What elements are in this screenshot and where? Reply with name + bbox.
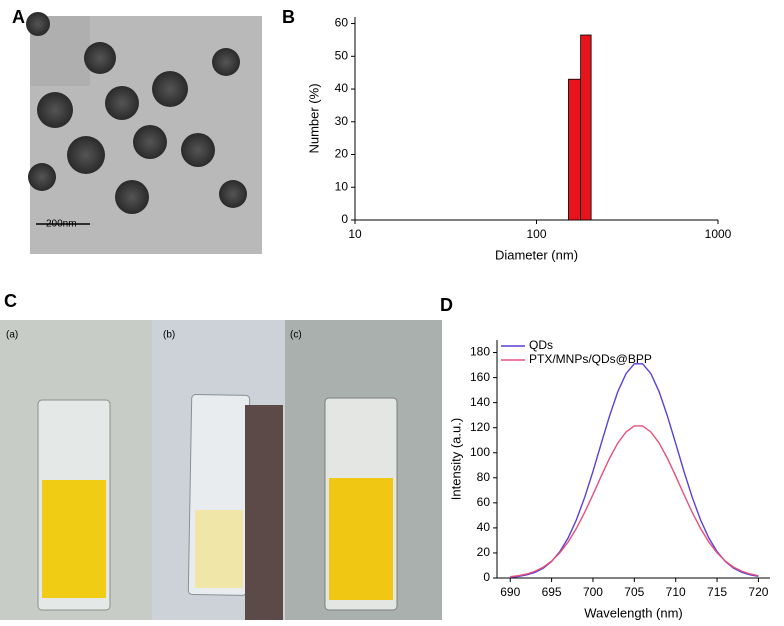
x-tick-label: 100 <box>526 227 546 241</box>
panel-label: D <box>440 295 453 315</box>
x-tick-label: 710 <box>666 585 686 599</box>
cuvette-photos: (a) (b) (c) <box>0 320 442 620</box>
scale-bar-label: 200nm <box>46 219 77 230</box>
y-tick-label: 140 <box>470 395 490 409</box>
panel-label: B <box>282 7 295 27</box>
x-axis-label: Wavelength (nm) <box>584 605 683 620</box>
y-tick-label: 20 <box>477 545 491 559</box>
y-tick-label: 60 <box>335 16 349 30</box>
x-tick-label: 700 <box>583 585 603 599</box>
bar <box>568 78 582 221</box>
line-series <box>510 425 759 578</box>
tem-image: 200nm <box>26 12 262 254</box>
panel-label: A <box>12 7 25 27</box>
panel-label: C <box>4 291 17 311</box>
y-axis-label: Intensity (a.u.) <box>448 418 463 500</box>
y-axis-label: Number (%) <box>306 83 321 153</box>
y-tick-label: 20 <box>335 147 349 161</box>
photo-label: (b) <box>163 330 175 341</box>
y-tick-label: 0 <box>483 570 490 584</box>
x-tick-label: 715 <box>707 585 727 599</box>
y-tick-label: 10 <box>335 179 349 193</box>
y-tick-label: 100 <box>470 445 490 459</box>
bar <box>580 34 592 221</box>
y-tick-label: 0 <box>341 212 348 226</box>
x-axis-label: Diameter (nm) <box>495 247 578 262</box>
x-tick-label: 705 <box>624 585 644 599</box>
y-tick-label: 40 <box>477 520 491 534</box>
y-tick-label: 50 <box>335 48 349 62</box>
x-tick-label: 695 <box>542 585 562 599</box>
y-tick-label: 80 <box>477 470 491 484</box>
legend-label: PTX/MNPs/QDs@BPP <box>529 352 652 366</box>
y-tick-label: 60 <box>477 495 491 509</box>
photo-label: (a) <box>6 330 18 341</box>
y-tick-label: 180 <box>470 345 490 359</box>
x-tick-label: 1000 <box>705 227 732 241</box>
line-series <box>510 363 759 578</box>
x-tick-label: 720 <box>748 585 768 599</box>
y-tick-label: 120 <box>470 420 490 434</box>
y-tick-label: 30 <box>335 114 349 128</box>
photo-label: (c) <box>290 330 302 341</box>
y-tick-label: 160 <box>470 370 490 384</box>
x-tick-label: 10 <box>348 227 362 241</box>
y-tick-label: 40 <box>335 81 349 95</box>
x-tick-label: 690 <box>500 585 520 599</box>
legend-label: QDs <box>529 338 553 352</box>
